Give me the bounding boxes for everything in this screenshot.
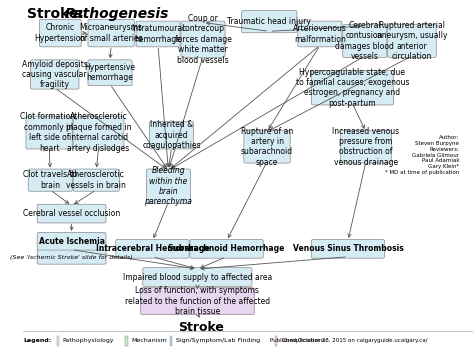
Text: Impaired blood supply to affected area: Impaired blood supply to affected area [123, 273, 272, 282]
Text: Acute Ischemia: Acute Ischemia [38, 237, 105, 246]
FancyBboxPatch shape [88, 60, 132, 86]
FancyBboxPatch shape [73, 169, 119, 191]
Text: Complications: Complications [281, 338, 326, 343]
FancyBboxPatch shape [340, 130, 391, 163]
Text: Pathophysiology: Pathophysiology [63, 338, 114, 343]
Text: Stroke: Stroke [178, 321, 224, 334]
Text: Increased venous
pressure from
obstruction of
venous drainage: Increased venous pressure from obstructi… [332, 127, 400, 167]
FancyBboxPatch shape [141, 288, 254, 315]
Text: Subarachnoid Hemorrhage: Subarachnoid Hemorrhage [168, 244, 285, 253]
FancyBboxPatch shape [181, 21, 225, 58]
FancyBboxPatch shape [143, 268, 252, 286]
Text: Arteriovenous
malformation: Arteriovenous malformation [293, 24, 347, 44]
Text: Atherosclerotic
plaque formed in
internal carotid
artery dislodges: Atherosclerotic plaque formed in interna… [66, 113, 131, 153]
FancyBboxPatch shape [116, 240, 189, 258]
FancyBboxPatch shape [244, 130, 290, 163]
Text: Hypertensive
hemorrhage: Hypertensive hemorrhage [84, 63, 136, 82]
Text: Stroke:: Stroke: [27, 7, 89, 21]
Text: Inherited &
acquired
coagulopathies: Inherited & acquired coagulopathies [142, 120, 201, 150]
Text: Author:
Steven Burpyne
Reviewers:
Gabriela Gilmour
Paul Adamiak
Gary Klein*
* MD: Author: Steven Burpyne Reviewers: Gabrie… [385, 135, 459, 175]
FancyBboxPatch shape [88, 20, 134, 47]
Text: Amyloid deposits
causing vascular
fragility: Amyloid deposits causing vascular fragil… [22, 60, 88, 89]
FancyBboxPatch shape [275, 335, 277, 346]
Text: Cerebral
contusion
damages blood
vessels: Cerebral contusion damages blood vessels [335, 21, 394, 61]
Text: Intracerebral Hemorrhage: Intracerebral Hemorrhage [96, 244, 209, 253]
Text: (See 'Ischemic Stroke' slide for details): (See 'Ischemic Stroke' slide for details… [10, 255, 133, 260]
Text: Coup or
contrecoup
forces damage
white matter
blood vessels: Coup or contrecoup forces damage white m… [174, 14, 231, 65]
FancyBboxPatch shape [190, 240, 263, 258]
Text: Traumatic head injury: Traumatic head injury [228, 17, 311, 26]
Text: Loss of function, with symptoms
related to the function of the affected
brain ti: Loss of function, with symptoms related … [125, 286, 270, 316]
Text: Bleeding
within the
brain
parenchyma: Bleeding within the brain parenchyma [145, 166, 192, 206]
FancyBboxPatch shape [136, 21, 180, 47]
Text: Ruptured arterial
aneurysm, usually
anterior
circulation: Ruptured arterial aneurysm, usually ante… [377, 21, 447, 61]
Text: Rupture of an
artery in
subarachnoid
space: Rupture of an artery in subarachnoid spa… [241, 127, 293, 167]
FancyBboxPatch shape [388, 24, 436, 58]
FancyBboxPatch shape [39, 20, 81, 47]
FancyBboxPatch shape [298, 21, 342, 47]
Text: Cerebral vessel occlusion: Cerebral vessel occlusion [23, 209, 120, 218]
FancyBboxPatch shape [125, 335, 128, 346]
Text: Atherosclerotic
vessels in brain: Atherosclerotic vessels in brain [66, 170, 126, 190]
Text: Clot formation,
commonly in
left side of
heart: Clot formation, commonly in left side of… [20, 113, 78, 153]
Text: Venous Sinus Thrombosis: Venous Sinus Thrombosis [292, 244, 403, 253]
FancyBboxPatch shape [37, 233, 106, 251]
FancyBboxPatch shape [149, 121, 193, 149]
Text: Intratumoural
hemorrhage: Intratumoural hemorrhage [131, 24, 185, 44]
Text: Published October 28, 2015 on calgaryguide.ucalgary.ca/: Published October 28, 2015 on calgarygui… [270, 338, 428, 343]
FancyBboxPatch shape [343, 24, 387, 58]
FancyBboxPatch shape [170, 335, 172, 346]
FancyBboxPatch shape [26, 116, 72, 149]
FancyBboxPatch shape [37, 204, 106, 223]
Text: Mechanism: Mechanism [132, 338, 167, 343]
FancyBboxPatch shape [37, 250, 106, 264]
FancyBboxPatch shape [242, 11, 297, 33]
FancyBboxPatch shape [73, 116, 124, 149]
Text: Pathogenesis: Pathogenesis [64, 7, 169, 21]
Text: Sign/Symptom/Lab Finding: Sign/Symptom/Lab Finding [176, 338, 260, 343]
FancyBboxPatch shape [56, 335, 59, 346]
Text: Legend:: Legend: [23, 338, 52, 343]
Text: Clot travels to
brain: Clot travels to brain [23, 170, 77, 190]
FancyBboxPatch shape [311, 240, 384, 258]
FancyBboxPatch shape [28, 169, 72, 191]
Text: Hypercoagulable state, due
to familial causes, exogenous
estrogen, pregnancy and: Hypercoagulable state, due to familial c… [296, 67, 409, 108]
FancyBboxPatch shape [30, 60, 79, 89]
Text: Microaneurysms
of small arteries: Microaneurysms of small arteries [80, 23, 143, 43]
FancyBboxPatch shape [311, 70, 393, 105]
FancyBboxPatch shape [146, 169, 191, 203]
Text: Chronic
Hypertension: Chronic Hypertension [35, 23, 86, 43]
